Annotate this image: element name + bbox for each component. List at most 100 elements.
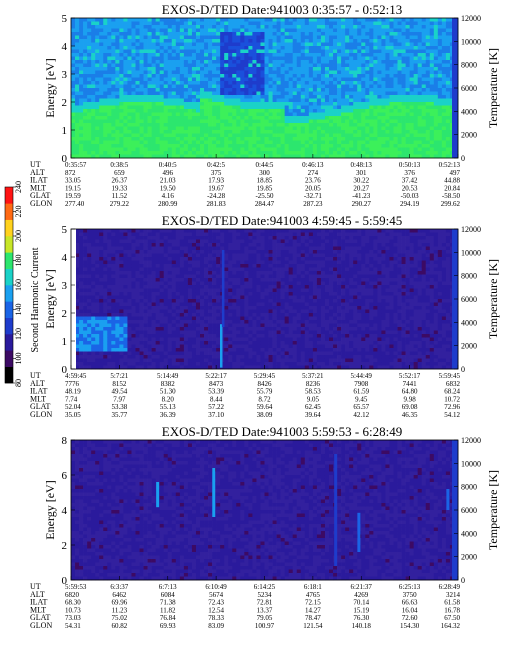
heatmap-cell: [155, 292, 161, 296]
heatmap-cell: [308, 39, 314, 43]
heatmap-cell: [187, 32, 193, 36]
heatmap-cell: [421, 56, 427, 61]
heatmap-cell: [280, 63, 286, 68]
heatmap-cell: [397, 67, 402, 71]
heatmap-cell: [191, 77, 197, 82]
heatmap-cell: [183, 109, 189, 113]
heatmap-cell: [304, 140, 310, 145]
heatmap-cell: [357, 123, 362, 127]
ephemeris-cell: 0:48:13: [351, 161, 373, 169]
heatmap-cell: [159, 327, 165, 331]
heatmap-cell: [353, 74, 358, 78]
heatmap-cell: [369, 91, 374, 96]
heatmap-cell: [155, 274, 161, 279]
heatmap-cell: [175, 46, 181, 50]
heatmap-cell: [79, 341, 84, 345]
heatmap-cell: [276, 77, 281, 82]
heatmap-cell: [397, 60, 402, 64]
heatmap-cell: [131, 292, 136, 296]
heatmap-cell: [71, 154, 76, 159]
heatmap-cell: [312, 109, 318, 113]
heatmap-cell: [83, 49, 88, 54]
heatmap-cell: [369, 81, 374, 85]
heatmap-cell: [417, 95, 423, 99]
heatmap-cell: [151, 74, 157, 78]
heatmap-cell: [119, 133, 124, 138]
heatmap-cell: [87, 267, 92, 272]
heatmap-cell: [381, 35, 386, 40]
heatmap-cell: [204, 81, 209, 85]
heatmap-cell: [95, 147, 100, 152]
heatmap-cell: [155, 341, 161, 345]
heatmap-cell: [288, 91, 294, 96]
heatmap-cell: [139, 18, 144, 22]
heatmap-cell: [171, 53, 177, 57]
heatmap-cell: [361, 49, 366, 54]
heatmap-cell: [304, 123, 310, 127]
heatmap-cell: [95, 267, 100, 272]
heatmap-cell: [99, 295, 104, 300]
heatmap-cell: [119, 253, 124, 258]
heatmap-cell: [91, 274, 96, 279]
heatmap-cell: [272, 126, 277, 131]
heatmap-cell: [183, 126, 189, 131]
heatmap-cell: [107, 154, 112, 159]
heatmap-cell: [143, 112, 148, 117]
heatmap-cell: [103, 18, 108, 22]
heatmap-cell: [212, 39, 217, 43]
heatmap-cell: [83, 147, 88, 152]
heatmap-cell: [115, 274, 120, 279]
heatmap-cell: [200, 126, 205, 131]
heatmap-cell: [91, 355, 96, 359]
heatmap-cell: [155, 42, 161, 47]
heatmap-cell: [191, 130, 197, 134]
heatmap-cell: [171, 63, 177, 68]
heatmap-cell: [119, 236, 124, 240]
heatmap-cell: [83, 264, 88, 268]
heatmap-cell: [107, 42, 112, 47]
heatmap-cell: [425, 74, 431, 78]
heatmap-cell: [393, 35, 398, 40]
heatmap-cell: [252, 137, 257, 141]
heatmap-cell: [107, 362, 112, 366]
heatmap-cell: [183, 67, 189, 71]
heatmap-cell: [151, 302, 157, 307]
ephemeris-cell: -25.50: [255, 192, 274, 200]
heatmap-cell: [429, 39, 435, 43]
heatmap-cell: [421, 95, 427, 99]
heatmap-cell: [361, 88, 366, 92]
y-tick-label: 3: [62, 69, 68, 81]
heatmap-cell: [171, 123, 177, 127]
heatmap-cell: [397, 126, 402, 131]
heatmap-cell: [224, 116, 229, 120]
heatmap-cell: [296, 91, 302, 96]
heatmap-cell: [284, 77, 290, 82]
heatmap-cell: [228, 42, 233, 47]
heatmap-cell: [320, 147, 326, 152]
heatmap-cell: [139, 264, 144, 268]
heatmap-cell: [236, 70, 241, 75]
heatmap-cell: [147, 236, 152, 240]
heatmap-cell: [71, 151, 76, 155]
heatmap-cell: [127, 232, 132, 237]
heatmap-cell: [135, 292, 140, 296]
heatmap-cell: [127, 70, 132, 75]
heatmap-cell: [284, 133, 290, 138]
heatmap-cell: [244, 98, 249, 103]
heatmap-cell: [445, 102, 451, 106]
heatmap-cell: [244, 126, 249, 131]
heatmap-cell: [232, 133, 237, 138]
heatmap-cell: [308, 46, 314, 50]
heatmap-cell: [397, 28, 402, 33]
heatmap-cell: [103, 109, 108, 113]
heatmap-cell: [228, 137, 233, 141]
heatmap-cell: [119, 330, 124, 335]
heatmap-cell: [119, 309, 124, 314]
heatmap-cell: [87, 257, 92, 261]
heatmap-cell: [296, 112, 302, 117]
heatmap-cell: [135, 337, 140, 342]
heatmap-cell: [236, 130, 241, 134]
heatmap-cell: [131, 327, 136, 331]
heatmap-cell: [79, 95, 84, 99]
heatmap-cell: [280, 49, 286, 54]
